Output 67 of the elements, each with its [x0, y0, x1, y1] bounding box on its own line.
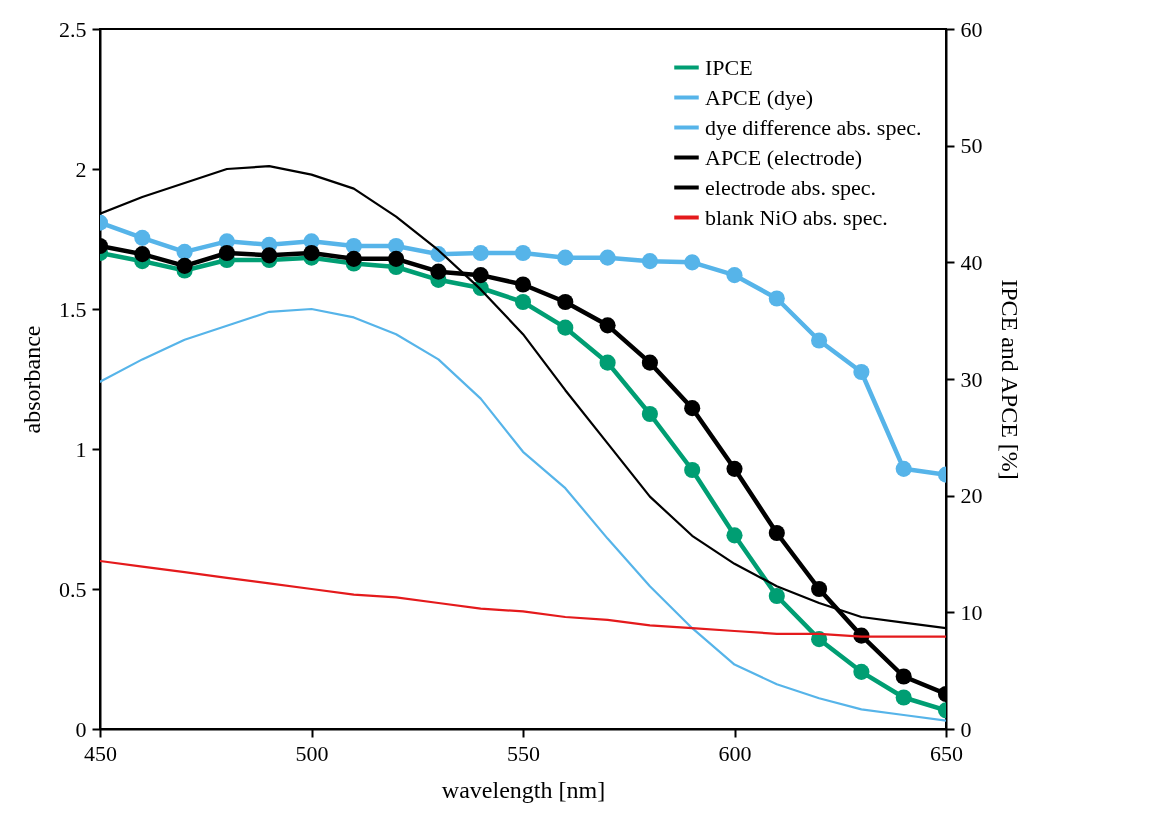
- y2-tick-label: 0: [960, 716, 972, 742]
- point: [599, 249, 616, 266]
- point: [134, 246, 151, 263]
- point: [430, 263, 447, 280]
- point: [684, 461, 701, 479]
- x-axis-title: wavelength [nm]: [441, 776, 606, 803]
- point: [726, 527, 743, 544]
- legend-label: IPCE: [705, 54, 753, 80]
- point: [641, 405, 658, 423]
- point: [853, 363, 870, 381]
- point: [176, 243, 193, 260]
- point: [895, 689, 912, 706]
- point: [811, 580, 828, 598]
- y-tick-label: 1: [75, 436, 87, 462]
- y-tick-label: 0.5: [59, 576, 87, 602]
- point: [514, 276, 532, 293]
- y2-tick-label: 20: [960, 483, 983, 509]
- point: [514, 244, 532, 262]
- point: [514, 293, 532, 311]
- point: [303, 244, 320, 262]
- y2-tick-label: 40: [960, 249, 983, 275]
- point: [641, 253, 658, 270]
- x-tick-label: 550: [507, 740, 540, 766]
- point: [726, 267, 743, 284]
- point: [895, 668, 912, 685]
- x-tick-label: 650: [930, 740, 963, 766]
- point: [557, 249, 574, 266]
- point: [472, 244, 489, 262]
- legend-label: dye difference abs. spec.: [705, 114, 922, 140]
- point: [811, 332, 828, 349]
- y-tick-label: 2.5: [59, 16, 87, 42]
- point: [768, 290, 785, 307]
- x-tick-label: 500: [295, 740, 329, 766]
- point: [599, 317, 616, 334]
- point: [388, 250, 405, 267]
- y-tick-label: 0: [75, 716, 87, 742]
- legend-label: blank NiO abs. spec.: [705, 204, 888, 230]
- point: [768, 524, 785, 542]
- point: [768, 587, 785, 605]
- point: [134, 229, 151, 246]
- y-axis-title: absorbance: [19, 325, 45, 434]
- point: [176, 257, 193, 274]
- y2-tick-label: 10: [960, 599, 983, 625]
- legend-label: APCE (electrode): [705, 144, 862, 170]
- point: [557, 293, 574, 311]
- y2-tick-label: 30: [960, 366, 983, 392]
- point: [726, 460, 743, 477]
- point: [641, 354, 658, 371]
- point: [853, 663, 870, 680]
- point: [218, 244, 235, 262]
- point: [472, 267, 489, 284]
- y2-axis-title: IPCE and APCE [%]: [996, 279, 1023, 480]
- point: [261, 247, 278, 264]
- y-tick-label: 1.5: [59, 296, 87, 322]
- y2-tick-label: 50: [960, 133, 983, 159]
- x-tick-label: 450: [84, 740, 117, 766]
- point: [895, 460, 912, 477]
- x-tick-label: 600: [718, 740, 752, 766]
- point: [599, 354, 616, 371]
- y2-tick-label: 60: [960, 16, 983, 42]
- y-tick-label: 2: [75, 156, 87, 182]
- legend-label: APCE (dye): [705, 84, 814, 110]
- point: [557, 319, 574, 336]
- point: [345, 250, 362, 267]
- legend-label: electrode abs. spec.: [705, 174, 877, 200]
- point: [684, 254, 701, 271]
- point: [684, 400, 701, 417]
